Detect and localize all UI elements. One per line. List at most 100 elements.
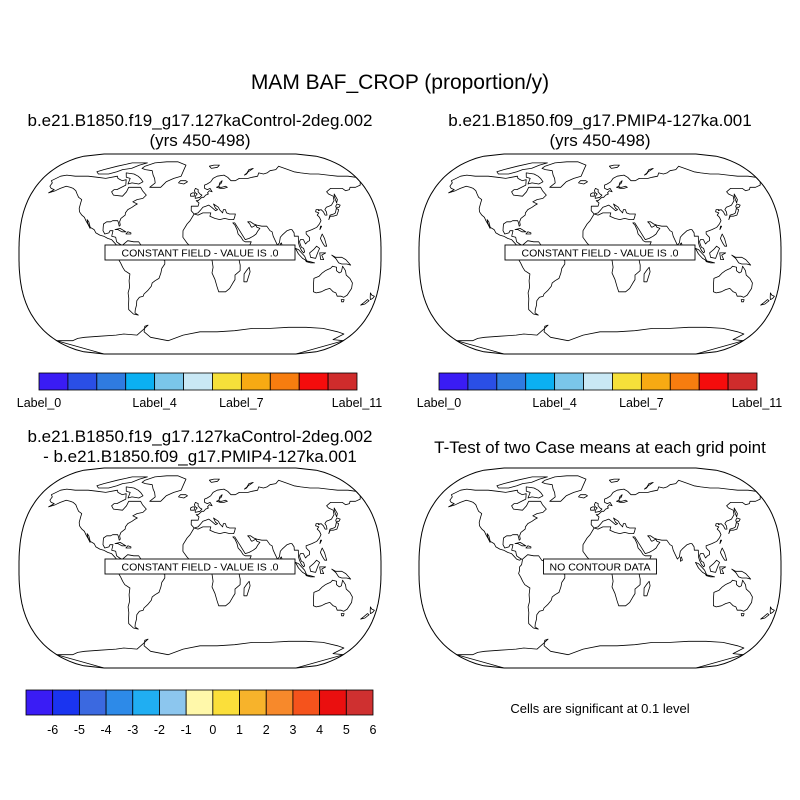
colorbar-swatch [52,689,80,716]
coastline-new-guinea [331,254,352,266]
colorbar-label: 0 [209,723,216,737]
colorbar-panel-1: Label_0 Label_4 Label_7 Label_11 [17,372,383,410]
map-panel-3: CONSTANT FIELD - VALUE IS .0 [18,467,382,669]
colorbar-swatch [67,372,98,391]
colorbar-swatch [727,372,758,391]
colorbar-swatch [438,372,469,391]
panel-2-title-line1: b.e21.B1850.f09_g17.PMIP4-127ka.001 [448,111,752,130]
coastline-sakhalin [733,193,738,204]
coastline-sulawesi [319,252,327,260]
coastline-novaya-zemlya [244,482,254,490]
annotation-box [104,244,296,261]
colorbar-swatch [298,372,329,391]
coastline-svalbard [609,478,620,483]
coastline-eurasia [582,479,761,607]
coastline-ireland [590,192,595,197]
colorbar-swatch [327,372,358,391]
coastline-sakhalin [333,193,338,204]
coastline-japan [328,522,339,534]
colorbar-panel-2: Label_0 Label_4 Label_7 Label_11 [417,372,782,410]
coastline-north-america [448,174,547,247]
coastlines [48,475,375,668]
coastline-hispaniola [125,231,132,235]
coastline-greenland [541,475,587,502]
colorbar-swatch [640,372,671,391]
coastline-ireland [190,506,195,511]
coastline-cuba [114,542,127,547]
colorbar-swatch [25,689,54,716]
colorbar-swatch [669,372,700,391]
colorbar-label: Label_11 [332,396,383,410]
colorbar-label: -3 [127,723,138,737]
coastline-greenland [541,161,587,188]
coastline-novaya-zemlya [644,168,654,176]
coastline-taiwan [719,539,722,544]
annotation-text: CONSTANT FIELD - VALUE IS .0 [522,247,679,259]
colorbar-swatch [212,689,240,716]
coastline-scandinavia-gulf [216,180,228,189]
coastline-north-america [48,488,147,561]
panel-4-title: T-Test of two Case means at each grid po… [400,438,800,458]
colorbar-swatch [125,372,156,391]
coastline-australia [313,579,353,612]
coastline-cuba [514,228,527,233]
coastline-novaya-zemlya [244,168,254,176]
coastline-svalbard [209,164,220,169]
coastline-taiwan [319,539,322,544]
colorbar-swatch [132,689,160,716]
coastline-antarctica [56,638,345,668]
coastline-british-isles [194,502,203,513]
colorbar-swatch [612,372,642,391]
coastline-australia [713,579,753,612]
colorbar-label: -2 [154,723,165,737]
coastline-arctic-islands [496,162,548,175]
coastline-hispaniola [525,545,532,549]
coastline-baffin [125,486,144,499]
colorbar-swatch [583,372,613,391]
coastline-ireland [590,506,595,511]
coastline-tasmania [340,299,345,303]
coastline-novaya-zemlya [644,482,654,490]
coastline-north-america [448,488,547,561]
coastline-madagascar [643,580,651,597]
coastline-java [705,260,715,264]
colorbar-swatch [183,372,213,391]
coastline-sulawesi [319,566,327,574]
coastline-hokkaido [735,203,741,208]
coastline-new-zealand-s [360,613,370,620]
colorbar-label: 3 [289,723,296,737]
coastline-british-isles [594,188,603,199]
colorbar-diff: -6 -5 -4 -3 -2 -1 0 1 2 3 4 5 6 [25,689,377,737]
colorbar-label: -5 [74,723,85,737]
colorbar-swatch [240,372,271,391]
coastline-sulawesi [719,566,727,574]
coastline-hispaniola [125,545,132,549]
coastline-borneo [709,559,720,573]
coastline-japan [728,522,739,534]
coastline-taiwan [719,225,722,230]
coastline-new-zealand-s [760,299,770,306]
panel-2-title: b.e21.B1850.f09_g17.PMIP4-127ka.001 (yrs… [400,111,800,151]
coastline-sri-lanka [680,556,683,562]
coastline-eurasia [582,165,761,293]
coastline-north-america [48,174,147,247]
annotation-box [504,244,696,261]
coastline-sulawesi [719,252,727,260]
coastline-philippines [320,233,328,247]
coastline-philippines [320,547,328,561]
coastline-new-guinea [331,568,352,580]
colorbar-label: Label_0 [417,396,462,410]
colorbar-label: Label_7 [219,396,264,410]
annotation-text: CONSTANT FIELD - VALUE IS .0 [122,247,279,259]
panel-1-title: b.e21.B1850.f19_g17.127kaControl-2deg.00… [0,111,400,151]
colorbar-label: Label_4 [532,396,577,410]
globe-outline [418,467,782,669]
coastline-new-zealand-n [769,292,775,300]
annotation-box [104,558,296,575]
coastline-iceland [578,180,588,185]
colorbar-label: -1 [181,723,192,737]
coastline-hispaniola [525,231,532,235]
coastline-borneo [309,245,320,259]
panel-3-title-line2: - b.e21.B1850.f09_g17.PMIP4-127ka.001 [43,447,357,466]
annotation-text: CONSTANT FIELD - VALUE IS .0 [122,561,279,573]
